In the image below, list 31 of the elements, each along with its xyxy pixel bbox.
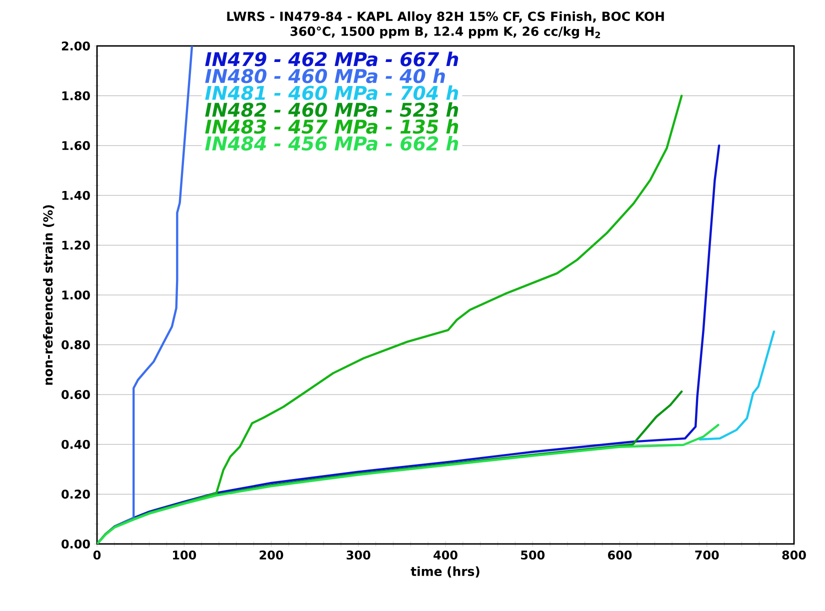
x-tick-label: 300 [346,550,370,560]
text: IN484 - 456 MPa - 662 h [205,136,458,151]
y-tick-label: 1.60 [62,141,90,150]
y-tick-label: 2.00 [62,41,90,51]
y-tick-label: 1.20 [62,240,90,250]
y-tick-label: 0.40 [62,440,90,449]
y-tick-label: 1.80 [62,91,90,100]
x-tick-label: 400 [434,550,458,560]
y-tick-label: 0.20 [62,490,90,499]
x-tick-label: 600 [608,550,632,560]
y-tick-label: 0.80 [62,340,90,350]
y-tick-label: 0.60 [62,390,90,400]
text: IN483 - 457 MPa - 135 h [205,119,458,134]
x-tick-label: 800 [782,550,806,560]
line-series [698,330,776,440]
x-tick-label: 0 [93,550,101,560]
x-tick-label: 100 [173,550,196,560]
chart-title: LWRS - IN479-84 - KAPL Alloy 82H 15% CF, CS Finish, BOC KOH [227,11,664,24]
x-tick-label: 500 [521,550,545,560]
x-axis-title: time (hrs) [410,566,480,578]
x-tick-label: 200 [260,550,284,560]
y-tick-label: 0.00 [62,539,90,549]
y-axis-title: non-referenced strain (%) [43,205,54,385]
y-tick-label: 1.40 [62,190,90,200]
text: IN482 - 460 MPa - 523 h [205,102,458,117]
series-label: IN480 - 460 MPa - 40 h [205,68,445,84]
text: IN481 - 460 MPa - 704 h [205,85,458,100]
text: IN479 - 462 MPa - 667 h [205,52,458,66]
x-tick-label: 700 [695,550,719,560]
chart-subtitle: 360°C, 1500 ppm B, 12.4 ppm K, 26 cc/kg H$_{2}$ [290,26,600,38]
y-tick-label: 1.00 [62,290,90,300]
